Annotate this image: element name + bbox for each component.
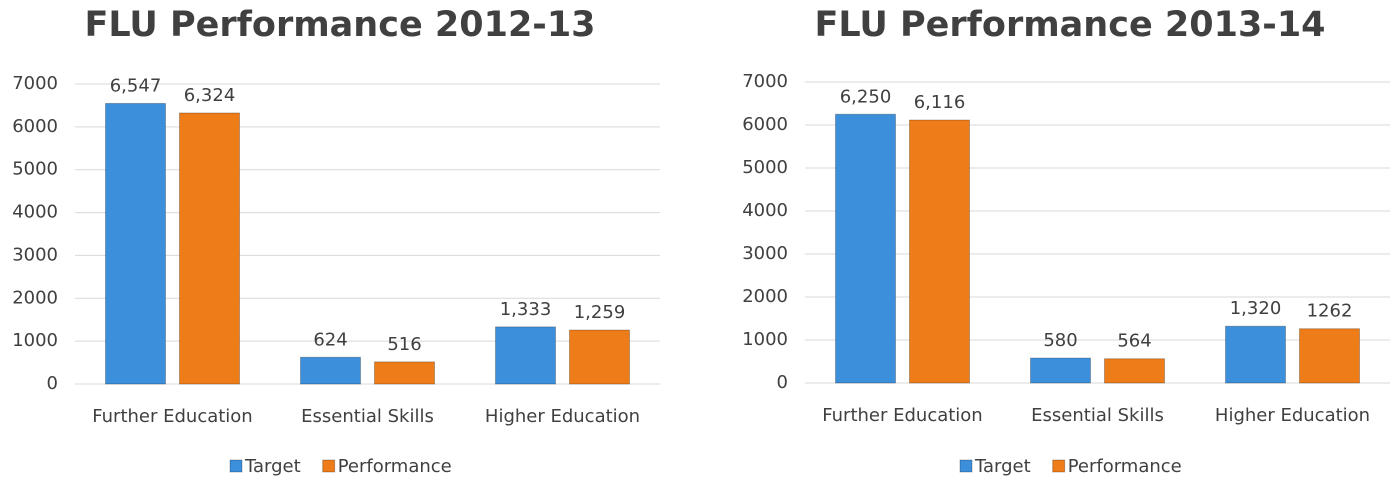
y-tick-label: 2000: [742, 286, 788, 307]
data-label: 6,250: [840, 86, 892, 107]
x-tick-label: Further Education: [92, 406, 252, 427]
bar: [835, 113, 896, 384]
y-tick-label: 6000: [742, 114, 788, 135]
y-tick-label: 7000: [12, 73, 58, 94]
bar: [1030, 357, 1091, 384]
legend-label: Target: [974, 456, 1031, 477]
bar: [1225, 325, 1286, 384]
data-label: 1,259: [574, 302, 626, 323]
data-label: 580: [1043, 330, 1077, 351]
legend-swatch: [959, 459, 973, 473]
y-tick-label: 6000: [12, 116, 58, 137]
x-tick-label: Higher Education: [485, 406, 640, 427]
data-label: 6,116: [914, 92, 966, 113]
y-tick-label: 2000: [12, 287, 58, 308]
bar: [374, 361, 435, 385]
y-tick-label: 5000: [12, 159, 58, 180]
data-label: 1,333: [500, 299, 552, 320]
legend-label: Target: [244, 456, 301, 477]
x-tick-label: Further Education: [822, 405, 982, 426]
bar: [909, 119, 970, 384]
y-tick-label: 0: [777, 372, 788, 393]
y-tick-label: 1000: [12, 330, 58, 351]
data-label: 6,547: [110, 75, 162, 96]
data-label: 624: [313, 329, 347, 350]
legend-label: Performance: [1068, 456, 1182, 477]
legend-swatch: [322, 459, 336, 473]
y-tick-label: 1000: [742, 329, 788, 350]
data-label: 564: [1117, 331, 1151, 352]
y-tick-label: 5000: [742, 157, 788, 178]
y-tick-label: 4000: [12, 202, 58, 223]
chart-title: FLU Performance 2013-14: [814, 5, 1325, 45]
chart-title: FLU Performance 2012-13: [84, 5, 595, 45]
y-tick-label: 4000: [742, 200, 788, 221]
y-tick-label: 0: [47, 373, 58, 394]
legend-label: Performance: [338, 456, 452, 477]
legend-swatch: [229, 459, 243, 473]
y-tick-label: 3000: [742, 243, 788, 264]
bar: [300, 356, 361, 385]
y-tick-label: 3000: [12, 244, 58, 265]
bar: [1299, 328, 1360, 384]
bar: [569, 329, 630, 385]
bar: [179, 112, 240, 385]
data-label: 1262: [1307, 301, 1353, 322]
legend-swatch: [1052, 459, 1066, 473]
x-tick-label: Essential Skills: [301, 406, 434, 427]
bar: [105, 102, 166, 385]
bar: [1104, 358, 1165, 384]
data-label: 6,324: [184, 85, 236, 106]
data-label: 1,320: [1230, 298, 1282, 319]
x-tick-label: Higher Education: [1215, 405, 1370, 426]
bar: [495, 326, 556, 385]
x-tick-label: Essential Skills: [1031, 405, 1164, 426]
data-label: 516: [387, 334, 421, 355]
y-tick-label: 7000: [742, 71, 788, 92]
